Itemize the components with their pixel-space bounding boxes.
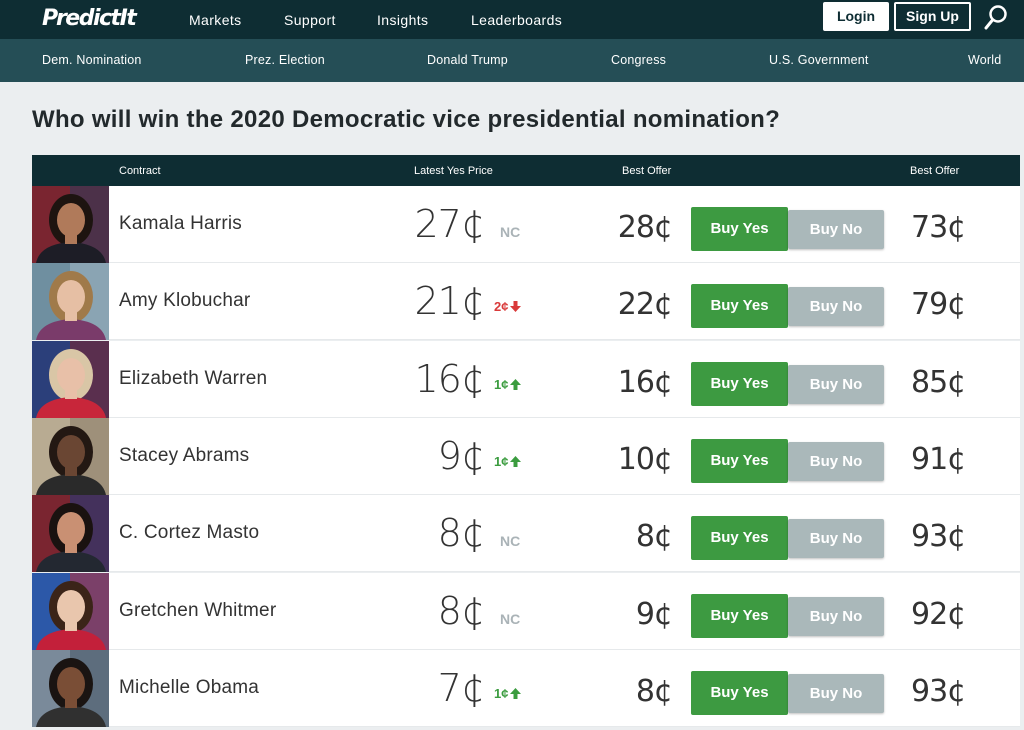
best-offer-no: 79¢ [911,287,966,323]
price-change-value: NC [500,610,521,627]
buy-no-button[interactable]: Buy No [788,364,884,404]
latest-yes-price: 9¢ [437,433,485,478]
price-change-value: 1¢ [494,685,509,701]
candidate-photo[interactable] [32,649,109,727]
latest-yes-price: 8¢ [437,588,485,633]
predictit-logo[interactable]: PredictIt [42,6,137,31]
down-arrow-icon [510,301,522,313]
buy-no-button[interactable]: Buy No [788,673,884,713]
subnav-dem-nomination[interactable]: Dem. Nomination [42,53,142,67]
best-offer-no: 93¢ [911,519,966,555]
login-button[interactable]: Login [823,2,889,31]
candidate-name[interactable]: Gretchen Whitmer [119,599,277,621]
best-offer-yes: 9¢ [635,596,673,632]
candidate-photo[interactable] [32,340,109,418]
price-change-value: 2¢ [494,299,509,315]
price-change-value: NC [500,224,521,240]
best-offer-yes: 16¢ [617,364,673,400]
buy-yes-button[interactable]: Buy Yes [691,670,788,715]
latest-yes-price: 21¢ [414,279,485,324]
header-best-offer-yes: Best Offer [622,165,672,177]
candidate-name[interactable]: Elizabeth Warren [119,367,268,389]
price-change-value: 1¢ [494,453,509,469]
signup-button[interactable]: Sign Up [894,2,971,31]
header-contract: Contract [119,165,161,177]
candidate-photo[interactable] [32,572,109,650]
candidate-photo[interactable] [32,417,109,495]
price-change: NC [500,533,520,549]
best-offer-yes: 10¢ [617,441,673,477]
buy-no-button[interactable]: Buy No [788,441,884,481]
table-header: Contract Latest Yes Price Best Offer Bes… [32,155,1020,186]
nav-markets[interactable]: Markets [189,12,242,28]
category-bar: Dem. Nomination Prez. Election Donald Tr… [0,39,1024,82]
nav-support[interactable]: Support [284,12,336,28]
contract-row[interactable]: Elizabeth Warren 16¢ 1¢ 16¢ Buy Yes Buy … [32,340,1020,418]
candidate-photo[interactable] [32,495,109,573]
buy-yes-button[interactable]: Buy Yes [691,593,788,638]
candidate-name[interactable]: Amy Klobuchar [119,290,251,312]
latest-yes-price: 16¢ [414,356,485,401]
best-offer-no: 91¢ [911,441,966,477]
top-bar: PredictIt Markets Support Insights Leade… [0,0,1024,39]
header-latest-yes-price: Latest Yes Price [414,165,493,177]
candidate-name[interactable]: Kamala Harris [119,213,242,234]
contract-row[interactable]: Amy Klobuchar 21¢ 2¢ 22¢ Buy Yes Buy No … [32,263,1020,341]
subnav-us-government[interactable]: U.S. Government [769,53,869,67]
buy-no-button[interactable]: Buy No [788,519,884,559]
buy-yes-button[interactable]: Buy Yes [691,516,788,561]
contract-row[interactable]: C. Cortez Masto 8¢ NC 8¢ Buy Yes Buy No … [32,495,1020,573]
buy-no-button[interactable]: Buy No [788,596,884,636]
best-offer-yes: 8¢ [635,673,673,709]
market-title: Who will win the 2020 Democratic vice pr… [32,106,781,133]
price-change-value: 1¢ [494,376,509,392]
subnav-world[interactable]: World [968,53,1002,67]
up-arrow-icon [510,455,522,467]
up-arrow-icon [510,687,522,699]
price-change-value: NC [500,533,521,550]
price-change: 1¢ [494,376,522,392]
subnav-congress[interactable]: Congress [611,53,667,67]
buy-yes-button[interactable]: Buy Yes [691,284,788,329]
best-offer-yes: 22¢ [617,287,673,323]
price-change: 1¢ [494,453,522,469]
buy-no-button[interactable]: Buy No [788,210,884,249]
search-icon[interactable] [983,4,1009,32]
best-offer-no: 85¢ [911,364,966,400]
contract-row[interactable]: Stacey Abrams 9¢ 1¢ 10¢ Buy Yes Buy No 9… [32,417,1020,495]
latest-yes-price: 7¢ [437,665,485,710]
best-offer-no: 92¢ [911,596,966,632]
candidate-name[interactable]: Michelle Obama [119,676,260,698]
candidate-name[interactable]: Stacey Abrams [119,444,250,466]
subnav-donald-trump[interactable]: Donald Trump [427,53,508,67]
latest-yes-price: 27¢ [414,202,485,246]
nav-leaderboards[interactable]: Leaderboards [471,12,563,28]
price-change: NC [500,611,520,627]
price-change: 2¢ [494,299,522,315]
up-arrow-icon [510,378,522,390]
best-offer-yes: 8¢ [635,519,673,555]
subnav-prez-election[interactable]: Prez. Election [245,53,325,67]
contract-row[interactable]: Kamala Harris 27¢ NC 28¢ Buy Yes Buy No … [32,186,1020,263]
best-offer-no: 93¢ [911,673,966,709]
candidate-photo[interactable] [32,186,109,263]
buy-yes-button[interactable]: Buy Yes [691,361,788,406]
buy-yes-button[interactable]: Buy Yes [691,207,788,251]
latest-yes-price: 8¢ [437,511,485,556]
contract-row[interactable]: Gretchen Whitmer 8¢ NC 9¢ Buy Yes Buy No… [32,572,1020,650]
buy-no-button[interactable]: Buy No [788,287,884,327]
candidate-name[interactable]: C. Cortez Masto [119,522,260,544]
buy-yes-button[interactable]: Buy Yes [691,438,788,483]
price-change: NC [500,224,520,240]
price-change: 1¢ [494,685,522,701]
nav-insights[interactable]: Insights [377,12,429,28]
best-offer-yes: 28¢ [617,210,673,245]
candidate-photo[interactable] [32,263,109,341]
contract-row[interactable]: Michelle Obama 7¢ 1¢ 8¢ Buy Yes Buy No 9… [32,649,1020,727]
best-offer-no: 73¢ [911,210,966,245]
header-best-offer-no: Best Offer [910,165,960,177]
